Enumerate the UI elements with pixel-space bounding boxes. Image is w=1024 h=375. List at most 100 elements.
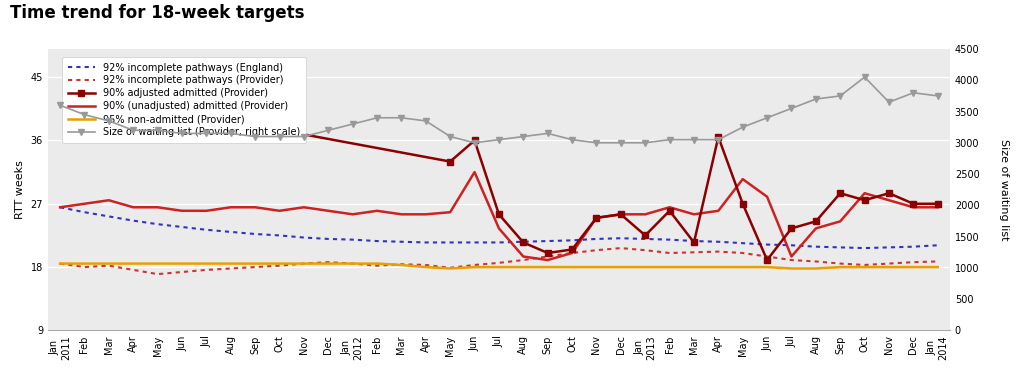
92% incomplete pathways (Provider) <box>102 263 115 268</box>
95% non-admitted (Provider) <box>298 261 310 266</box>
90% (unadjusted) admitted (Provider) <box>736 177 749 182</box>
90% (unadjusted) admitted (Provider) <box>614 212 627 217</box>
92% incomplete pathways (Provider) <box>493 261 505 265</box>
95% non-admitted (Provider) <box>102 261 115 266</box>
90% (unadjusted) admitted (Provider) <box>444 210 457 214</box>
90% (unadjusted) admitted (Provider) <box>420 212 432 217</box>
92% incomplete pathways (England) <box>493 240 505 245</box>
92% incomplete pathways (Provider) <box>249 265 261 269</box>
95% non-admitted (Provider) <box>79 261 91 266</box>
95% non-admitted (Provider) <box>858 265 870 269</box>
92% incomplete pathways (Provider) <box>420 263 432 267</box>
90% (unadjusted) admitted (Provider) <box>761 195 773 199</box>
90% adjusted admitted (Provider) <box>688 240 700 245</box>
90% adjusted admitted (Provider) <box>444 159 457 164</box>
Size of waiting list (Provider, right scale) <box>761 116 773 120</box>
Size of waiting list (Provider, right scale) <box>932 94 944 98</box>
90% (unadjusted) admitted (Provider) <box>590 216 602 220</box>
95% non-admitted (Provider) <box>517 265 529 269</box>
92% incomplete pathways (England) <box>323 237 335 241</box>
90% (unadjusted) admitted (Provider) <box>395 212 408 217</box>
Size of waiting list (Provider, right scale) <box>883 100 895 104</box>
92% incomplete pathways (Provider) <box>664 251 676 255</box>
92% incomplete pathways (England) <box>468 240 480 245</box>
92% incomplete pathways (England) <box>639 237 651 241</box>
92% incomplete pathways (Provider) <box>224 266 237 271</box>
92% incomplete pathways (England) <box>883 245 895 250</box>
90% (unadjusted) admitted (Provider) <box>152 205 164 210</box>
90% (unadjusted) admitted (Provider) <box>127 205 139 210</box>
90% (unadjusted) admitted (Provider) <box>249 205 261 210</box>
92% incomplete pathways (England) <box>127 218 139 223</box>
Size of waiting list (Provider, right scale) <box>201 131 213 136</box>
92% incomplete pathways (Provider) <box>835 261 847 266</box>
90% (unadjusted) admitted (Provider) <box>493 226 505 231</box>
92% incomplete pathways (Provider) <box>614 246 627 250</box>
90% adjusted admitted (Provider) <box>542 251 554 255</box>
92% incomplete pathways (England) <box>566 238 579 243</box>
90% adjusted admitted (Provider) <box>810 219 822 224</box>
Size of waiting list (Provider, right scale) <box>54 103 67 108</box>
90% (unadjusted) admitted (Provider) <box>932 205 944 210</box>
90% (unadjusted) admitted (Provider) <box>176 209 188 213</box>
92% incomplete pathways (Provider) <box>542 254 554 259</box>
90% (unadjusted) admitted (Provider) <box>298 205 310 210</box>
92% incomplete pathways (England) <box>395 240 408 244</box>
Y-axis label: Size of waiting list: Size of waiting list <box>999 139 1009 240</box>
92% incomplete pathways (Provider) <box>176 270 188 274</box>
95% non-admitted (Provider) <box>224 261 237 266</box>
95% non-admitted (Provider) <box>468 265 480 269</box>
92% incomplete pathways (Provider) <box>323 260 335 264</box>
90% adjusted admitted (Provider) <box>785 226 798 231</box>
Size of waiting list (Provider, right scale) <box>736 125 749 129</box>
Line: 95% non-admitted (Provider): 95% non-admitted (Provider) <box>60 264 938 268</box>
92% incomplete pathways (England) <box>785 243 798 248</box>
95% non-admitted (Provider) <box>395 263 408 267</box>
90% (unadjusted) admitted (Provider) <box>835 219 847 224</box>
90% (unadjusted) admitted (Provider) <box>883 198 895 202</box>
90% (unadjusted) admitted (Provider) <box>102 198 115 202</box>
92% incomplete pathways (England) <box>688 239 700 243</box>
90% adjusted admitted (Provider) <box>835 191 847 195</box>
90% (unadjusted) admitted (Provider) <box>713 209 725 213</box>
90% adjusted admitted (Provider) <box>883 191 895 195</box>
90% (unadjusted) admitted (Provider) <box>201 209 213 213</box>
95% non-admitted (Provider) <box>639 265 651 269</box>
Size of waiting list (Provider, right scale) <box>493 137 505 142</box>
90% (unadjusted) admitted (Provider) <box>273 209 286 213</box>
Size of waiting list (Provider, right scale) <box>713 137 725 142</box>
90% (unadjusted) admitted (Provider) <box>785 254 798 259</box>
90% (unadjusted) admitted (Provider) <box>79 201 91 206</box>
Size of waiting list (Provider, right scale) <box>79 112 91 117</box>
90% adjusted admitted (Provider) <box>517 240 529 245</box>
95% non-admitted (Provider) <box>932 265 944 269</box>
92% incomplete pathways (England) <box>152 222 164 226</box>
Line: Size of waiting list (Provider, right scale): Size of waiting list (Provider, right sc… <box>57 74 940 146</box>
92% incomplete pathways (England) <box>298 235 310 240</box>
95% non-admitted (Provider) <box>127 261 139 266</box>
Size of waiting list (Provider, right scale) <box>858 75 870 80</box>
90% (unadjusted) admitted (Provider) <box>907 205 920 210</box>
Line: 92% incomplete pathways (Provider): 92% incomplete pathways (Provider) <box>60 248 938 274</box>
95% non-admitted (Provider) <box>566 265 579 269</box>
Size of waiting list (Provider, right scale) <box>468 141 480 145</box>
95% non-admitted (Provider) <box>785 266 798 271</box>
Text: Time trend for 18-week targets: Time trend for 18-week targets <box>10 4 305 22</box>
92% incomplete pathways (England) <box>224 230 237 234</box>
92% incomplete pathways (Provider) <box>566 251 579 255</box>
90% (unadjusted) admitted (Provider) <box>323 209 335 213</box>
92% incomplete pathways (Provider) <box>736 251 749 255</box>
90% (unadjusted) admitted (Provider) <box>54 205 67 210</box>
95% non-admitted (Provider) <box>54 261 67 266</box>
Size of waiting list (Provider, right scale) <box>810 97 822 101</box>
92% incomplete pathways (Provider) <box>517 258 529 262</box>
92% incomplete pathways (England) <box>835 245 847 250</box>
90% (unadjusted) admitted (Provider) <box>517 254 529 259</box>
95% non-admitted (Provider) <box>688 265 700 269</box>
Size of waiting list (Provider, right scale) <box>323 128 335 132</box>
90% adjusted admitted (Provider) <box>102 96 115 100</box>
92% incomplete pathways (England) <box>664 237 676 242</box>
Y-axis label: RTT weeks: RTT weeks <box>15 160 25 219</box>
90% (unadjusted) admitted (Provider) <box>810 226 822 231</box>
90% adjusted admitted (Provider) <box>761 258 773 262</box>
